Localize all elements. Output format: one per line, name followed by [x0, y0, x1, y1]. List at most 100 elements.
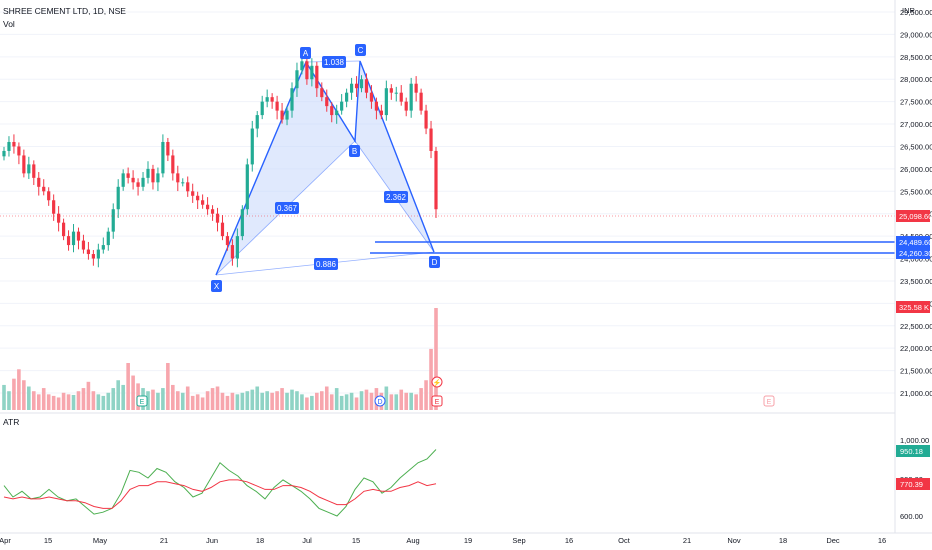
volume-bar — [31, 391, 36, 410]
volume-label: Vol — [3, 19, 15, 29]
currency-label: INR — [902, 6, 916, 15]
atr-tick-600: 600.00 — [900, 512, 923, 521]
price-tick: 28,000.00 — [900, 75, 932, 84]
candle-body — [181, 182, 185, 184]
volume-bar — [275, 391, 279, 410]
volume-bar — [424, 380, 428, 410]
candle-body — [156, 173, 160, 183]
volume-bar — [61, 392, 66, 410]
price-tick: 25,500.00 — [900, 187, 932, 196]
candle-body — [37, 177, 41, 187]
volume-bar — [225, 395, 230, 410]
candle-body — [17, 146, 21, 156]
point-x-label: X — [214, 282, 220, 291]
volume-bar — [260, 392, 265, 410]
candle-body — [201, 200, 205, 205]
volume-bar — [230, 392, 235, 410]
ratio-labels: 1.038 0.367 2.362 0.886 — [275, 56, 408, 270]
volume-tag: 325.58 K — [899, 303, 929, 312]
volume-bar — [41, 388, 46, 410]
volume-bar — [121, 384, 125, 410]
target-lower-tag: 24,260.30 — [899, 249, 932, 258]
atr-axis: 1,000.00 900.00 600.00 950.18 770.39 — [896, 436, 930, 521]
candle-body — [7, 141, 11, 151]
candle-body — [275, 101, 279, 111]
ratio-ac: 1.038 — [324, 58, 345, 67]
candle-body — [409, 83, 413, 111]
candle-body — [196, 195, 200, 201]
candle-body — [205, 204, 210, 210]
candle-body — [71, 231, 76, 246]
candle-body — [429, 128, 433, 151]
last-price-tag: 25,098.60 — [899, 212, 932, 221]
candle-body — [354, 83, 359, 89]
time-axis[interactable]: Apr 15 May 21 Jun 18 Jul 15 Aug 19 Sep 16 Oct 21 Nov 18… — [0, 536, 886, 545]
candle-body — [315, 65, 319, 89]
candle-body — [86, 249, 91, 255]
candle-body — [91, 254, 95, 259]
candle-body — [250, 128, 254, 165]
volume-bar — [210, 388, 215, 410]
volume-bar — [126, 363, 130, 410]
volume-bar — [434, 308, 438, 410]
candle-body — [146, 168, 150, 178]
volume-bar — [76, 391, 81, 410]
candle-body — [116, 186, 120, 210]
volume-bar — [195, 394, 200, 410]
volume-bars — [2, 308, 438, 410]
candle-body — [419, 92, 423, 111]
volume-bar — [240, 392, 245, 410]
time-tick: Sep — [512, 536, 525, 545]
price-axis[interactable]: 29,500.00 29,000.00 28,500.00 28,000.00 27,5… — [900, 8, 932, 398]
volume-bar — [185, 386, 190, 410]
candle-body — [220, 222, 225, 237]
atr-indicator — [3, 449, 437, 517]
candle-body — [389, 88, 393, 93]
candle-body — [131, 177, 135, 183]
volume-bar — [86, 381, 91, 410]
volume-bar — [319, 391, 324, 410]
volume-bar — [215, 386, 220, 410]
time-tick: Jun — [206, 536, 218, 545]
candle-body — [374, 101, 379, 111]
volume-bar — [285, 392, 289, 410]
volume-bar — [384, 386, 389, 410]
candle-body — [191, 191, 195, 196]
volume-bar — [399, 389, 404, 410]
candle-body — [186, 182, 190, 192]
candle-body — [394, 92, 398, 94]
candle-body — [2, 150, 6, 157]
time-tick: 15 — [44, 536, 52, 545]
event-markers[interactable]: E D E ⚡ E — [136, 376, 775, 407]
volume-bar — [255, 386, 260, 410]
volume-bar — [27, 386, 31, 410]
pattern-triangle-bcd — [355, 61, 434, 252]
volume-bar — [56, 397, 61, 410]
price-tick: 29,500.00 — [900, 8, 932, 17]
volume-bar — [51, 395, 56, 410]
volume-bar — [339, 395, 344, 410]
volume-bar — [190, 395, 195, 410]
volume-bar — [409, 392, 413, 410]
time-tick: 21 — [160, 536, 168, 545]
volume-bar — [131, 375, 135, 410]
candle-body — [57, 213, 61, 223]
time-tick: Dec — [826, 536, 840, 545]
candle-body — [215, 213, 220, 223]
volume-bar — [22, 380, 26, 410]
candle-body — [330, 106, 334, 116]
volume-bar — [111, 388, 116, 410]
candle-body — [359, 79, 364, 89]
volume-bar — [180, 392, 185, 410]
volume-bar — [349, 392, 354, 410]
candle-body — [345, 92, 349, 102]
ratio-xd: 0.886 — [316, 260, 337, 269]
volume-bar — [270, 392, 274, 410]
volume-bar — [394, 394, 399, 410]
price-tick: 28,500.00 — [900, 53, 932, 62]
volume-bar — [329, 394, 334, 410]
price-tick: 26,000.00 — [900, 165, 932, 174]
candle-body — [136, 182, 140, 187]
candle-body — [47, 191, 51, 201]
